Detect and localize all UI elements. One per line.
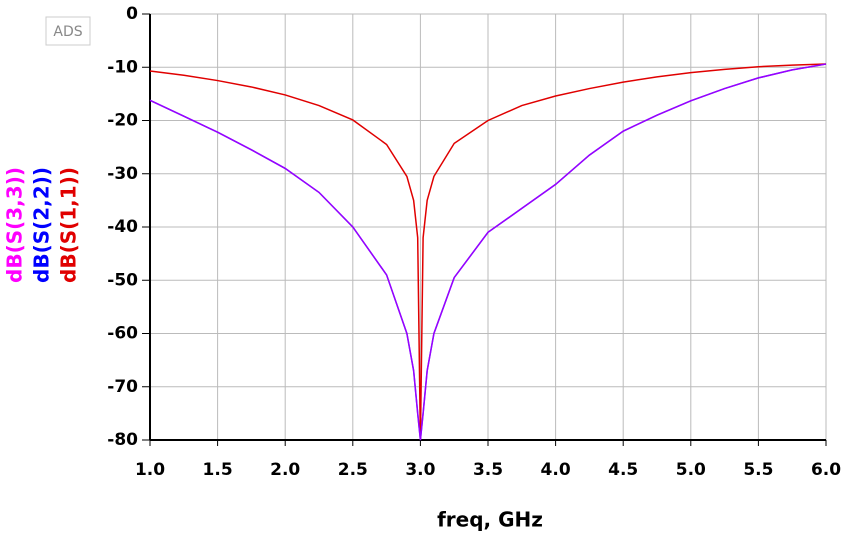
y-tick-label: -20 xyxy=(107,111,138,131)
y-tick-label: -60 xyxy=(107,324,138,344)
x-tick-label: 2.5 xyxy=(338,460,368,480)
x-tick-label: 6.0 xyxy=(811,460,841,480)
x-axis-label: freq, GHz xyxy=(437,508,543,532)
x-tick-label: 2.0 xyxy=(270,460,300,480)
y-tick-label: -30 xyxy=(107,164,138,184)
x-tick-label: 1.0 xyxy=(135,460,165,480)
logo-box xyxy=(45,16,91,46)
x-tick-label: 1.5 xyxy=(203,460,233,480)
series-line xyxy=(149,63,827,441)
y-tick-label: -50 xyxy=(107,270,138,290)
y-tick-label: -10 xyxy=(107,57,138,77)
legend-label: dB(S(2,2)) xyxy=(30,167,54,283)
x-tick-label: 4.5 xyxy=(608,460,638,480)
y-tick-label: -80 xyxy=(107,430,138,450)
legend-label: dB(S(1,1)) xyxy=(57,167,81,283)
y-tick-label: -40 xyxy=(107,217,138,237)
x-tick-label: 5.0 xyxy=(676,460,706,480)
x-tick-label: 5.5 xyxy=(743,460,773,480)
x-tick-label: 4.0 xyxy=(541,460,571,480)
x-tick-label: 3.5 xyxy=(473,460,503,480)
y-tick-label: -70 xyxy=(107,377,138,397)
y-tick-label: 0 xyxy=(126,4,138,24)
series-line xyxy=(149,63,827,441)
legend-label: dB(S(3,3)) xyxy=(3,167,27,283)
x-tick-label: 3.0 xyxy=(405,460,435,480)
logo: ADS xyxy=(53,24,82,40)
